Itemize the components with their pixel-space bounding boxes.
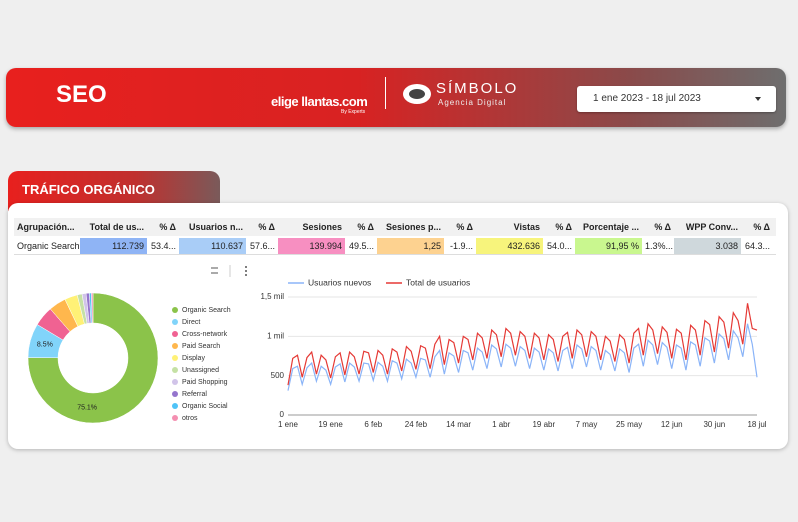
menu-dot [245, 270, 247, 272]
legend-swatch [172, 379, 178, 385]
legend-swatch [172, 319, 178, 325]
table-cell: 49.5... [348, 241, 374, 251]
legend-swatch [172, 391, 178, 397]
legend-label: Referral [182, 391, 207, 398]
legend-label: Organic Social [182, 403, 228, 410]
table-cell: 139.994 [278, 238, 345, 254]
x-tick-label: 25 may [616, 420, 642, 429]
page-title: SEO [56, 81, 107, 108]
legend-label: Total de usuarios [406, 277, 470, 287]
table-cell: 54.0... [546, 241, 572, 251]
column-header: % Δ [159, 222, 176, 232]
date-range: 1 ene 2023 - 18 jul 2023 [593, 93, 701, 104]
legend-label: Paid Search [182, 343, 220, 350]
slice-label: 75.1% [77, 404, 97, 411]
table-border [14, 254, 776, 255]
slice-label: 8.5% [37, 341, 53, 348]
table-cell: 1.3%... [645, 241, 674, 251]
line-series [287, 323, 758, 391]
column-header: WPP Conv... [685, 222, 738, 232]
table-cell: 110.637 [179, 238, 246, 254]
donut-slice [91, 292, 94, 324]
legend-label: Unassigned [182, 367, 219, 374]
y-tick-label: 500 [271, 371, 285, 380]
legend-label: Paid Shopping [182, 379, 228, 386]
table-cell: 112.739 [80, 238, 147, 254]
date-range-picker[interactable]: 1 ene 2023 - 18 jul 2023 [577, 86, 776, 112]
menu-dot[interactable] [245, 266, 247, 268]
table-cell: 64.3... [744, 241, 770, 251]
column-header: Usuarios n... [188, 222, 243, 232]
y-tick-label: 1,5 mil [260, 292, 284, 301]
header-bar: SEO elige llantas.com By Experts SÍMBOLO… [6, 68, 786, 127]
x-tick-label: 18 jul [747, 420, 766, 429]
x-tick-label: 6 feb [364, 420, 382, 429]
x-tick-label: 24 feb [405, 420, 428, 429]
column-header: % Δ [654, 222, 671, 232]
table-cell: -1.9... [449, 241, 473, 251]
column-header: % Δ [456, 222, 473, 232]
legend-label: Display [182, 355, 205, 362]
x-tick-label: 12 jun [661, 420, 683, 429]
agency-icon [403, 84, 431, 104]
x-tick-label: 1 ene [278, 420, 299, 429]
legend-swatch [172, 367, 178, 373]
column-header: % Δ [753, 222, 770, 232]
legend-swatch [172, 307, 178, 313]
legend-label: Direct [182, 319, 200, 326]
y-tick-label: 1 mil [267, 331, 284, 340]
agency-name: SÍMBOLO [436, 80, 519, 97]
legend-label: Usuarios nuevos [308, 277, 371, 287]
legend-label: Organic Search [182, 307, 231, 314]
table-cell: 1,25 [377, 238, 444, 254]
table-cell: 91,95 % [575, 238, 642, 254]
x-tick-label: 19 abr [532, 420, 555, 429]
x-tick-label: 30 jun [703, 420, 725, 429]
table-cell: Organic Search [17, 241, 80, 251]
table-header-bg [14, 218, 776, 236]
legend-swatch [172, 415, 178, 421]
legend-swatch [172, 403, 178, 409]
column-header: Agrupación... [17, 222, 75, 232]
column-header: Vistas [513, 222, 540, 232]
legend-label: otros [182, 415, 198, 422]
legend-label: Cross-network [182, 331, 228, 338]
column-header: Sesiones [302, 222, 342, 232]
table: Agrupación... Organic Search Total de us..… [14, 218, 776, 258]
column-header: Sesiones p... [385, 222, 441, 232]
section-title: TRÁFICO ORGÁNICO [22, 182, 155, 197]
legend-swatch [172, 343, 178, 349]
dropdown-arrow [755, 97, 761, 101]
menu-dot [245, 274, 247, 276]
x-tick-label: 1 abr [492, 420, 511, 429]
brand-logo: elige llantas.com [271, 94, 368, 109]
sort-icon-lines [211, 267, 218, 274]
brand-tagline: By Experts [341, 109, 366, 115]
table-cell: 57.6... [249, 241, 275, 251]
charts: 75.1% Organic Search 8.5% Direct Cross-netwo… [27, 265, 767, 429]
y-tick-label: 0 [280, 410, 285, 419]
x-tick-label: 14 mar [446, 420, 471, 429]
legend-swatch [172, 355, 178, 361]
table-cell: 3.038 [674, 238, 741, 254]
donut-slice [27, 292, 159, 424]
table-cell: 432.636 [476, 238, 543, 254]
legend-swatch [172, 331, 178, 337]
column-header: % Δ [555, 222, 572, 232]
x-tick-label: 19 ene [318, 420, 343, 429]
column-header: % Δ [258, 222, 275, 232]
x-tick-label: 7 may [576, 420, 598, 429]
column-header: Total de us... [89, 222, 144, 232]
column-header: Porcentaje ... [582, 222, 639, 232]
agency-tagline: Agencia Digital [438, 98, 507, 107]
table-cell: 53.4... [150, 241, 176, 251]
divider [385, 77, 386, 109]
card: Agrupación... Organic Search Total de us..… [8, 203, 788, 449]
column-header: % Δ [357, 222, 374, 232]
line-series [287, 303, 758, 386]
